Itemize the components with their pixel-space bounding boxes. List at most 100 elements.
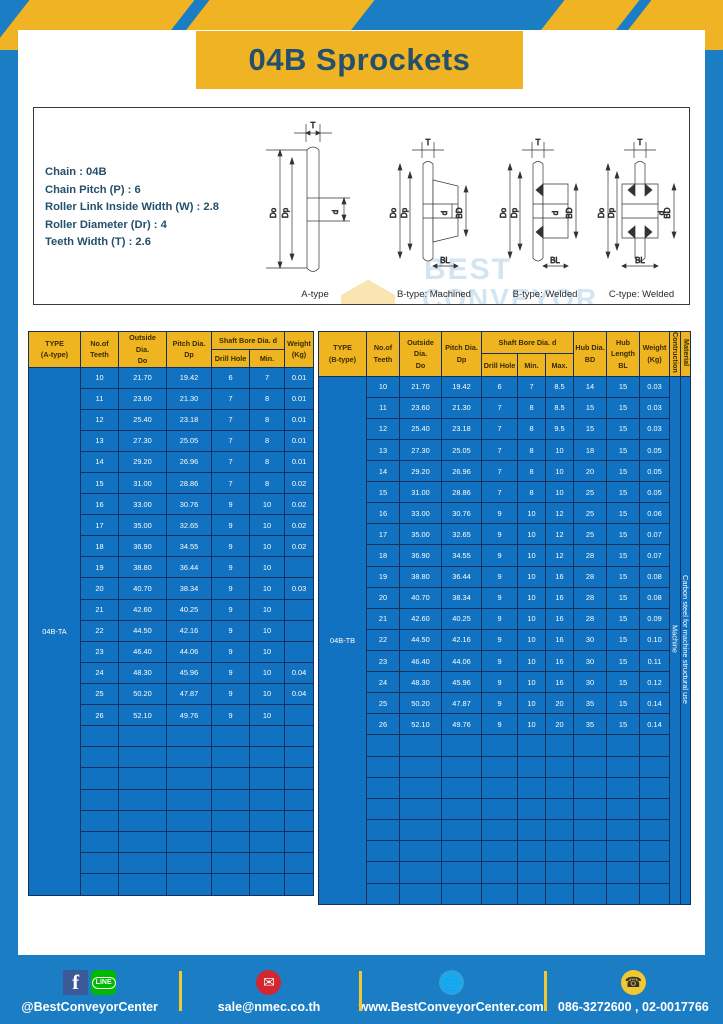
cell-empty [118, 788, 167, 811]
cell-max: 12 [545, 523, 574, 546]
cell-hub-dia: 28 [573, 565, 607, 588]
cell-outside-dia: 25.40 [118, 408, 167, 431]
cell-empty [211, 746, 250, 769]
cell-drill-hole: 7 [211, 429, 250, 452]
cell-max: 10 [545, 460, 574, 483]
cell-empty [248, 725, 286, 748]
th-a-min: Min. [248, 348, 286, 368]
cell-weight: 0.02 [284, 514, 315, 537]
globe-icon[interactable]: 🌐 [438, 970, 464, 995]
spec-line-roller-dia: Roller Diameter (Dr) : 4 [45, 218, 167, 231]
cell-empty [481, 882, 518, 905]
table-row-empty [29, 725, 315, 748]
cell-outside-dia: 52.10 [118, 703, 167, 727]
table-row: 25 50.20 47.87 9 10 20 35 15 0.14 [319, 692, 691, 715]
cell-empty [211, 725, 250, 748]
th-b-shaft-bore-group: Shaft Bore Dia. d [481, 330, 574, 355]
cell-min: 10 [517, 502, 546, 525]
cell-drill-hole: 9 [211, 493, 250, 516]
footer-item-social[interactable]: f LINE @BestConveyorCenter [0, 958, 179, 1024]
cell-drill-hole: 9 [211, 682, 250, 706]
cell-empty [606, 819, 640, 842]
cell-weight: 0.14 [639, 692, 670, 715]
cell-outside-dia: 27.30 [118, 429, 167, 452]
table-row-empty [29, 831, 315, 854]
cell-teeth: 25 [80, 682, 119, 706]
cell-outside-dia: 50.20 [118, 682, 167, 706]
cell-pitch-dia: 23.18 [166, 408, 212, 431]
cell-drill-hole: 7 [481, 460, 518, 483]
cell-empty [481, 840, 518, 863]
cell-empty [399, 797, 442, 821]
cell-empty [639, 755, 670, 778]
cell-empty [481, 797, 518, 821]
cell-empty [166, 809, 212, 833]
cell-empty [639, 819, 670, 842]
cell-hub-dia: 30 [573, 628, 607, 651]
svg-text:Dp: Dp [281, 207, 290, 218]
cell-pitch-dia: 25.05 [166, 429, 212, 452]
table-row: 25 50.20 47.87 9 10 0.04 [29, 682, 315, 706]
cell-hub-length: 15 [606, 502, 640, 525]
table-b-header-row-2: Drill Hole Min. Max. [319, 353, 691, 377]
cell-empty [248, 767, 286, 790]
cell-empty [166, 725, 212, 748]
page-title-text: 04B Sprockets [248, 42, 471, 77]
svg-text:Dp: Dp [607, 207, 616, 218]
cell-drill-hole: 7 [211, 387, 250, 410]
cell-teeth: 14 [366, 460, 400, 483]
cell-empty [118, 831, 167, 854]
cell-pitch-dia: 19.42 [441, 375, 482, 398]
cell-hub-dia: 14 [573, 375, 607, 398]
line-icon[interactable]: LINE [91, 970, 117, 995]
mail-icon[interactable]: ✉ [256, 970, 282, 995]
cell-hub-length: 15 [606, 565, 640, 588]
cell-pitch-dia: 40.25 [166, 598, 212, 621]
footer-item-website[interactable]: 🌐 www.BestConveyorCenter.com [358, 958, 544, 1024]
cell-pitch-dia: 38.34 [441, 586, 482, 609]
cell-empty [639, 797, 670, 821]
cell-outside-dia: 38.80 [118, 556, 167, 579]
cell-outside-dia: 35.00 [399, 523, 442, 546]
cell-weight: 0.03 [639, 396, 670, 419]
cell-weight [284, 598, 315, 621]
facebook-icon[interactable]: f [63, 970, 89, 995]
table-row: 24 48.30 45.96 9 10 0.04 [29, 661, 315, 684]
cell-empty [545, 776, 574, 799]
cell-weight: 0.05 [639, 439, 670, 462]
cell-min: 10 [517, 586, 546, 609]
table-row: 20 40.70 38.34 9 10 16 28 15 0.08 [319, 586, 691, 609]
footer-item-email[interactable]: ✉ sale@nmec.co.th [179, 958, 358, 1024]
cell-empty [80, 873, 119, 896]
footer-item-phone[interactable]: ☎ 086-3272600 , 02-0017766 [543, 958, 723, 1024]
cell-empty [211, 767, 250, 790]
cell-weight: 0.06 [639, 502, 670, 525]
diagram-b-type-machined-caption: B-type: Machined [397, 289, 471, 300]
table-row: 04B-TA 10 21.70 19.42 6 7 0.01 [28, 366, 315, 896]
phone-icon[interactable]: ☎ [620, 970, 646, 995]
cell-pitch-dia: 19.42 [166, 366, 212, 389]
cell-outside-dia: 42.60 [118, 598, 167, 621]
cell-empty [545, 797, 574, 821]
cell-weight: 0.03 [639, 417, 670, 441]
cell-teeth: 23 [80, 640, 119, 663]
table-row-empty [29, 873, 315, 896]
cell-empty [441, 819, 482, 842]
cell-drill-hole: 9 [481, 713, 518, 736]
cell-drill-hole: 9 [481, 692, 518, 715]
cell-min: 10 [517, 671, 546, 694]
cell-empty [606, 755, 640, 778]
table-row: 12 25.40 23.18 7 8 0.01 [29, 408, 315, 431]
cell-teeth: 12 [80, 408, 119, 431]
cell-empty [80, 809, 119, 833]
svg-text:Dp: Dp [510, 207, 519, 218]
cell-empty [284, 746, 315, 769]
cell-min: 10 [248, 682, 286, 706]
cell-drill-hole: 9 [481, 586, 518, 609]
cell-empty [80, 767, 119, 790]
cell-pitch-dia: 42.16 [441, 628, 482, 651]
cell-empty [80, 788, 119, 811]
cell-hub-dia: 28 [573, 544, 607, 567]
svg-text:BD: BD [663, 207, 672, 218]
cell-outside-dia: 23.60 [399, 396, 442, 419]
